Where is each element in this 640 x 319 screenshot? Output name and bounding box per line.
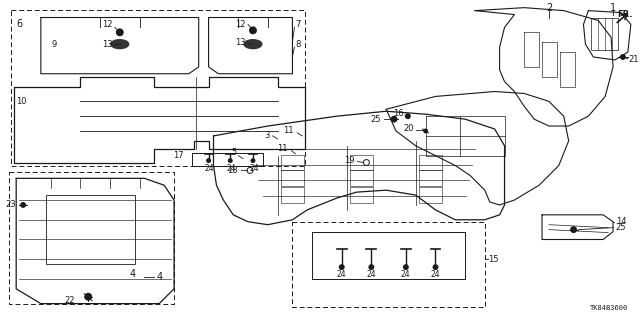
Bar xyxy=(349,187,373,203)
Ellipse shape xyxy=(111,40,129,48)
Text: 2: 2 xyxy=(546,3,552,13)
Bar xyxy=(419,170,442,186)
Text: 23: 23 xyxy=(6,200,16,210)
Ellipse shape xyxy=(244,40,262,48)
Text: 15: 15 xyxy=(488,255,499,264)
Bar xyxy=(280,155,304,170)
Text: 24: 24 xyxy=(249,164,259,173)
Text: 22: 22 xyxy=(65,296,76,305)
Text: 14: 14 xyxy=(616,217,627,226)
Text: 12: 12 xyxy=(236,20,246,29)
Text: 24: 24 xyxy=(367,270,376,278)
Text: 19: 19 xyxy=(344,156,355,165)
Circle shape xyxy=(423,129,428,133)
Text: 24: 24 xyxy=(431,270,440,278)
Bar xyxy=(280,187,304,203)
Circle shape xyxy=(433,264,438,270)
Circle shape xyxy=(405,113,411,119)
Circle shape xyxy=(116,28,124,36)
Text: 4: 4 xyxy=(130,269,136,279)
Text: 24: 24 xyxy=(227,164,236,173)
Text: 24: 24 xyxy=(337,270,346,278)
Bar xyxy=(280,170,304,186)
Text: 16: 16 xyxy=(394,109,404,118)
Text: 13: 13 xyxy=(102,40,113,49)
Text: 18: 18 xyxy=(228,166,238,175)
Text: 10: 10 xyxy=(16,97,27,106)
Text: 11: 11 xyxy=(277,144,287,153)
Circle shape xyxy=(369,264,374,270)
Text: 5: 5 xyxy=(231,148,236,157)
Text: 12: 12 xyxy=(102,20,113,29)
Text: 8: 8 xyxy=(296,40,301,49)
Text: TK84B3600: TK84B3600 xyxy=(589,305,628,310)
Circle shape xyxy=(620,54,626,60)
Circle shape xyxy=(403,264,409,270)
Circle shape xyxy=(84,293,92,301)
Text: 17: 17 xyxy=(173,151,184,160)
Text: 4: 4 xyxy=(156,272,163,282)
Circle shape xyxy=(20,202,26,208)
Bar xyxy=(349,155,373,170)
Bar xyxy=(419,155,442,170)
Circle shape xyxy=(390,116,397,122)
Text: 21: 21 xyxy=(629,56,639,64)
Circle shape xyxy=(228,158,233,163)
Text: 24: 24 xyxy=(401,270,411,278)
Circle shape xyxy=(249,26,257,34)
Circle shape xyxy=(250,158,255,163)
Text: FR.: FR. xyxy=(617,10,632,19)
Text: 25: 25 xyxy=(371,115,381,124)
Circle shape xyxy=(206,158,211,163)
Circle shape xyxy=(339,264,345,270)
Text: 9: 9 xyxy=(51,40,56,49)
Bar xyxy=(46,195,134,264)
Text: 25: 25 xyxy=(615,223,625,232)
Text: 3: 3 xyxy=(264,131,269,140)
Text: 11: 11 xyxy=(283,126,293,136)
Circle shape xyxy=(570,226,577,233)
Text: 6: 6 xyxy=(16,19,22,29)
Text: 1: 1 xyxy=(610,3,616,13)
Text: 7: 7 xyxy=(296,20,301,29)
Bar xyxy=(419,187,442,203)
Text: 13: 13 xyxy=(236,38,246,47)
Text: 24: 24 xyxy=(205,164,214,173)
Bar xyxy=(349,170,373,186)
Text: 20: 20 xyxy=(403,124,414,133)
